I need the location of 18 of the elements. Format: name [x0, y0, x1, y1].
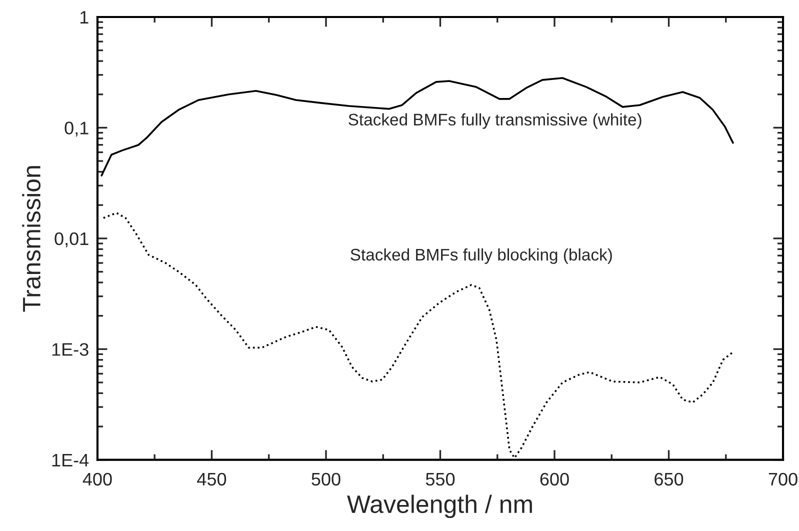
- x-axis-title: Wavelength / nm: [347, 494, 532, 518]
- x-tick-label: 600: [540, 472, 569, 486]
- line-series: [100, 77, 734, 176]
- line-series: [102, 212, 734, 459]
- x-tick-label: 650: [654, 472, 684, 486]
- y-tick-label: 0,01: [54, 232, 88, 248]
- y-tick-label: 1E-3: [52, 343, 88, 356]
- x-tick-label: 450: [197, 472, 226, 486]
- x-tick-label: 550: [426, 472, 455, 486]
- x-tick-label: 400: [82, 472, 112, 486]
- series-label: Stacked BMFs fully transmissive (white): [348, 113, 642, 129]
- y-axis-title: Transmission: [22, 166, 41, 312]
- x-tick-label: 500: [312, 472, 340, 486]
- y-tick-label: 1: [80, 11, 88, 24]
- x-tick-label: 700: [768, 472, 798, 486]
- y-tick-label: 1E-4: [52, 454, 89, 466]
- series-label: Stacked BMFs fully blocking (black): [350, 248, 612, 264]
- y-tick-label: 0,1: [64, 122, 88, 137]
